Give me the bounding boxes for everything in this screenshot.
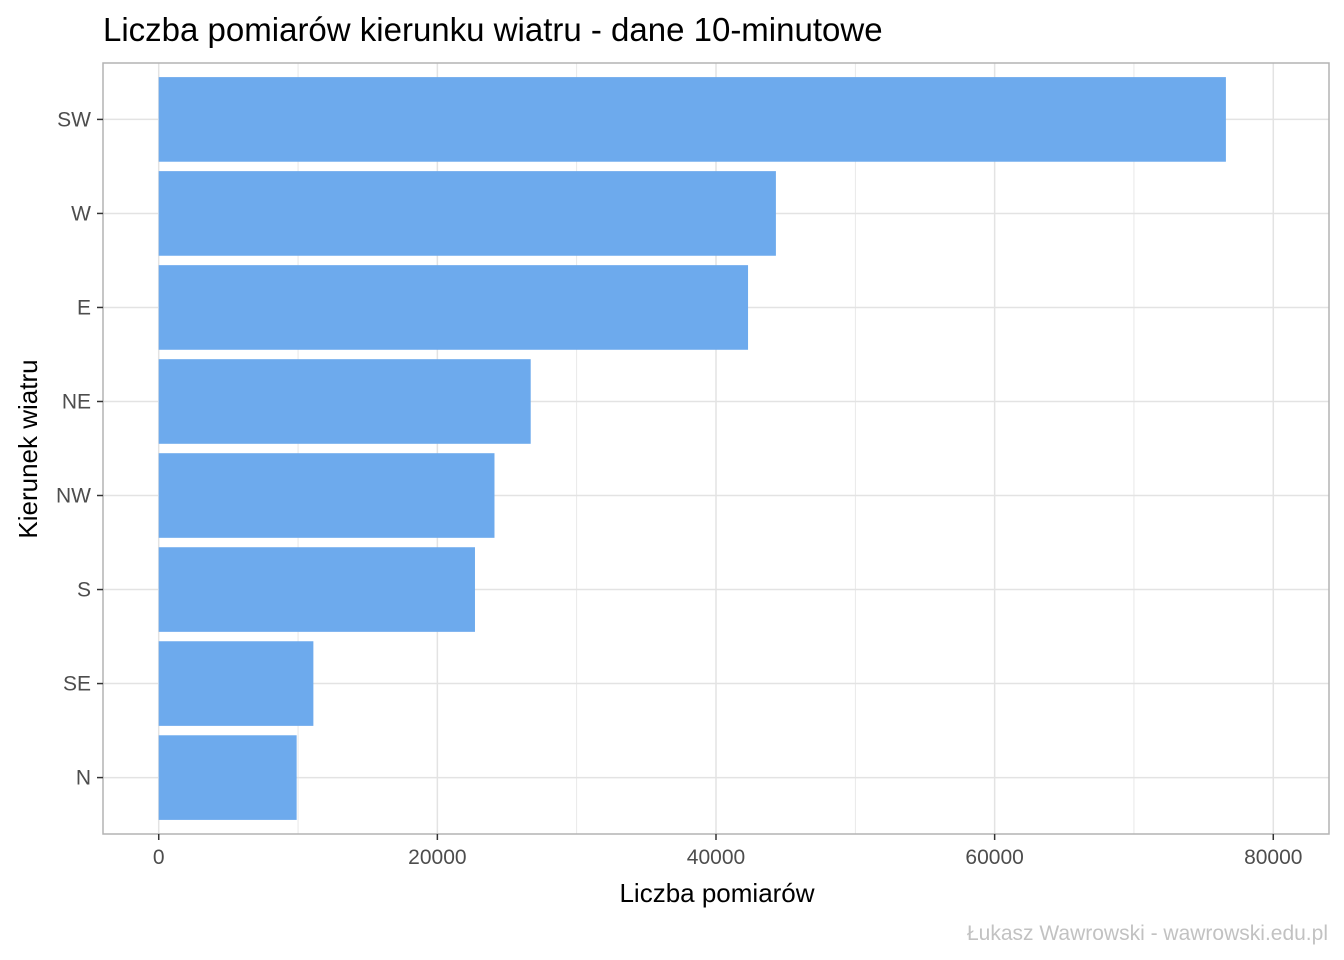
bar-s [158, 547, 475, 632]
y-tick-label: SW [57, 108, 91, 131]
x-tick-label: 80000 [1244, 846, 1302, 869]
bar-se [158, 641, 314, 726]
bar-ne [158, 359, 531, 444]
y-tick-label: NW [56, 485, 91, 508]
bar-e [158, 265, 749, 350]
y-tick-label: S [77, 579, 91, 602]
x-tick-label: 20000 [408, 846, 466, 869]
bars [158, 77, 1226, 820]
bar-n [158, 735, 297, 820]
y-tick-label: W [71, 202, 91, 225]
y-tick-label: SE [63, 673, 91, 696]
bar-w [158, 171, 776, 256]
chart-title: Liczba pomiarów kierunku wiatru - dane 1… [103, 11, 883, 48]
x-tick-label: 40000 [687, 846, 745, 869]
bar-nw [158, 453, 495, 538]
bar-sw [158, 77, 1226, 162]
y-tick-label: E [77, 296, 91, 319]
y-axis-title: Kierunek wiatru [13, 359, 43, 538]
x-axis-title: Liczba pomiarów [619, 878, 814, 908]
y-tick-label: NE [62, 390, 91, 413]
y-tick-label: N [76, 767, 91, 790]
x-tick-label: 0 [153, 846, 165, 869]
x-tick-label: 60000 [965, 846, 1023, 869]
axis-ticks: SW W E NE NW S SE N 0 20000 40000 60000 80000 [56, 108, 1302, 869]
chart-caption: Łukasz Wawrowski - wawrowski.edu.pl [967, 922, 1328, 945]
